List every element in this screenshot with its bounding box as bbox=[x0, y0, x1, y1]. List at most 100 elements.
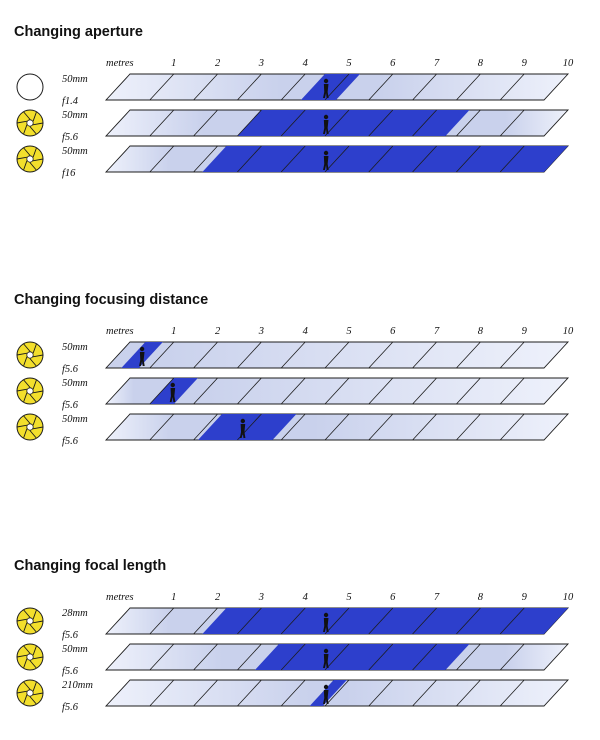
metre-divider bbox=[237, 643, 262, 671]
scale-tick-label: 4 bbox=[303, 326, 309, 337]
metre-divider bbox=[237, 73, 262, 101]
metre-divider bbox=[412, 73, 437, 101]
metre-divider bbox=[280, 413, 306, 441]
metre-divider bbox=[324, 607, 350, 635]
subject-figure bbox=[239, 418, 246, 438]
metre-divider bbox=[412, 413, 437, 441]
sharp-zone bbox=[254, 644, 470, 670]
metre-divider bbox=[280, 643, 306, 671]
focal-length-label: 50mm bbox=[62, 342, 88, 353]
metre-divider bbox=[149, 413, 175, 441]
metre-divider bbox=[324, 109, 350, 137]
metre-divider bbox=[237, 607, 262, 635]
subject-figure bbox=[323, 150, 329, 170]
metre-divider bbox=[237, 109, 262, 137]
metre-divider bbox=[237, 145, 262, 173]
metre-divider bbox=[193, 73, 218, 101]
section-title: Changing aperture bbox=[14, 24, 143, 40]
scale-tick-label: 8 bbox=[478, 58, 484, 69]
metre-divider bbox=[456, 145, 481, 173]
subject-figure bbox=[139, 346, 145, 366]
subject-figure bbox=[323, 648, 329, 668]
metre-divider bbox=[324, 145, 350, 173]
focal-length-label: 210mm bbox=[62, 680, 93, 691]
metre-divider bbox=[280, 341, 306, 369]
metre-divider bbox=[280, 607, 306, 635]
aperture-icon bbox=[16, 109, 44, 137]
scale-tick-label: 9 bbox=[522, 326, 528, 337]
scale-tick-label: 8 bbox=[478, 326, 484, 337]
sharp-zone bbox=[202, 146, 569, 172]
focal-length-label: 50mm bbox=[62, 74, 88, 85]
metre-divider bbox=[237, 341, 262, 369]
scale-tick-label: 10 bbox=[563, 58, 574, 69]
metre-divider bbox=[193, 145, 218, 173]
subject-figure bbox=[323, 114, 329, 134]
metre-divider bbox=[193, 341, 218, 369]
scale-tick-label: 8 bbox=[478, 592, 484, 603]
scale-tick-label: 7 bbox=[434, 58, 440, 69]
scale-tick-label: 5 bbox=[346, 326, 351, 337]
metre-divider bbox=[412, 679, 437, 707]
sharp-zone bbox=[309, 680, 347, 706]
metre-divider bbox=[149, 109, 175, 137]
metre-divider bbox=[368, 377, 394, 405]
metre-divider bbox=[368, 109, 394, 137]
metre-divider bbox=[499, 341, 525, 369]
scale-tick-label: 2 bbox=[215, 58, 221, 69]
metre-divider bbox=[368, 145, 394, 173]
scale-tick-label: 2 bbox=[215, 326, 221, 337]
metre-divider bbox=[280, 145, 306, 173]
scale-tick-label: 7 bbox=[434, 326, 440, 337]
scale-tick-label: 10 bbox=[563, 326, 574, 337]
open-aperture-icon bbox=[16, 73, 44, 101]
metre-divider bbox=[499, 413, 525, 441]
focal-length-label: 50mm bbox=[62, 414, 88, 425]
scale-tick-label: 9 bbox=[522, 592, 528, 603]
metre-divider bbox=[368, 413, 394, 441]
metre-divider bbox=[193, 607, 218, 635]
dof-row: 50mm f16 bbox=[16, 145, 570, 179]
scale-tick-label: 5 bbox=[346, 592, 351, 603]
metre-divider bbox=[456, 607, 481, 635]
metre-divider bbox=[499, 679, 525, 707]
scale-tick-label: 2 bbox=[215, 592, 221, 603]
metre-divider bbox=[368, 679, 394, 707]
metre-divider bbox=[412, 377, 437, 405]
metre-divider bbox=[412, 607, 437, 635]
f-stop-label: f5.6 bbox=[62, 630, 79, 641]
metre-divider bbox=[499, 145, 525, 173]
scale-tick-label: 6 bbox=[390, 58, 396, 69]
dof-row: 50mm f5.6 bbox=[16, 109, 570, 143]
scale-tick-label: 1 bbox=[171, 326, 176, 337]
metre-divider bbox=[499, 73, 525, 101]
metre-divider bbox=[280, 109, 306, 137]
metre-divider bbox=[193, 377, 218, 405]
sharp-zone bbox=[237, 110, 470, 136]
aperture-icon bbox=[16, 145, 44, 173]
metre-divider bbox=[149, 607, 175, 635]
aperture-icon bbox=[16, 679, 44, 707]
aperture-icon bbox=[16, 643, 44, 671]
scale-unit-label: metres bbox=[106, 592, 134, 603]
sharp-zone bbox=[202, 608, 569, 634]
metre-divider bbox=[324, 377, 350, 405]
aperture-icon bbox=[16, 341, 44, 369]
section-1: Changing aperture metres 1 2 3 4 5 6 7 8 9 10 50mm f1… bbox=[14, 24, 574, 179]
metre-divider bbox=[456, 377, 481, 405]
metre-divider bbox=[368, 73, 394, 101]
scale-tick-label: 9 bbox=[522, 58, 528, 69]
dof-row: 50mm f5.6 bbox=[16, 377, 570, 411]
f-stop-label: f5.6 bbox=[62, 400, 79, 411]
f-stop-label: f5.6 bbox=[62, 364, 79, 375]
metre-divider bbox=[193, 643, 218, 671]
scale-unit-label: metres bbox=[106, 58, 134, 69]
metre-divider bbox=[193, 413, 218, 441]
metre-divider bbox=[193, 109, 218, 137]
dof-row: 50mm f5.6 bbox=[16, 413, 570, 447]
metre-divider bbox=[456, 643, 481, 671]
focal-length-label: 28mm bbox=[62, 608, 88, 619]
sharp-zone bbox=[300, 74, 360, 100]
dof-row: 50mm f1.4 bbox=[16, 73, 570, 107]
